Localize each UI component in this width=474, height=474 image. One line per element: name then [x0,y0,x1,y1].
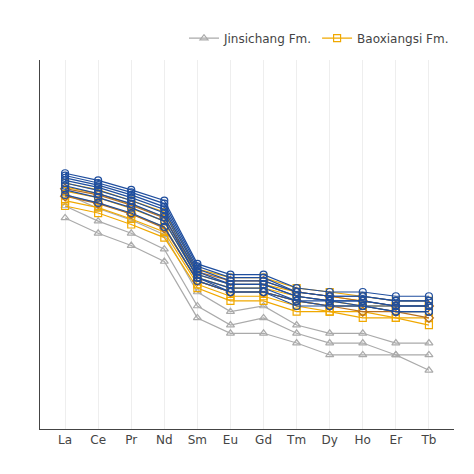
svg-text:Jinsichang Fm.: Jinsichang Fm. [223,32,311,46]
svg-text:Nd: Nd [156,433,173,447]
svg-text:Eu: Eu [223,433,238,447]
svg-text:Tb: Tb [420,433,436,447]
svg-text:Pr: Pr [125,433,137,447]
svg-text:Ce: Ce [90,433,106,447]
svg-text:Er: Er [390,433,403,447]
svg-text:Gd: Gd [255,433,272,447]
svg-text:Dy: Dy [322,433,338,447]
svg-text:Baoxiangsi Fm.: Baoxiangsi Fm. [357,32,448,46]
svg-text:Ho: Ho [355,433,371,447]
svg-text:Tm: Tm [286,433,306,447]
svg-text:La: La [58,433,72,447]
svg-text:Sm: Sm [188,433,207,447]
